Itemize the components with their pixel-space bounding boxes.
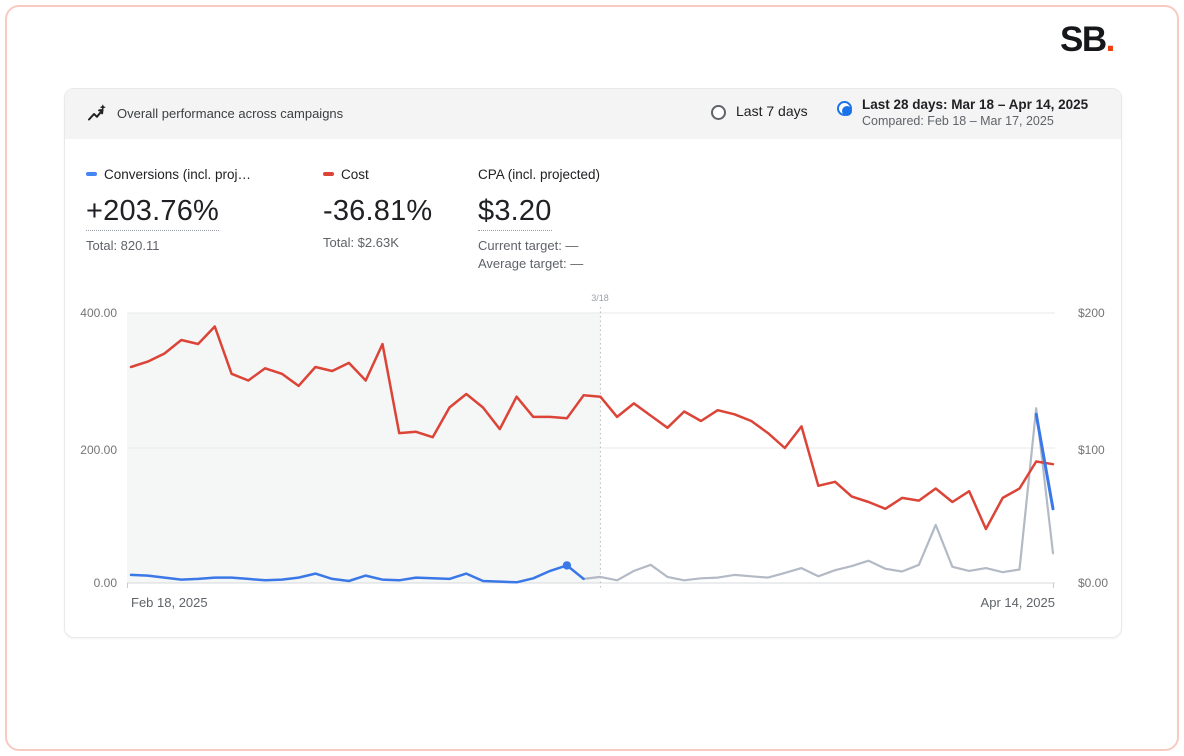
metric-cpa[interactable]: CPA (incl. projected) $3.20 Current targ…: [478, 166, 698, 271]
left-axis-tick-200: 200.00: [80, 443, 117, 457]
divider-date-label: 3/18: [591, 293, 609, 303]
metric-conversions-value: +203.76%: [86, 195, 220, 231]
conversions-series-marker-icon: [86, 172, 97, 176]
radio-unchecked-icon[interactable]: [711, 105, 726, 120]
series-conversions-comparison-endpoint-dot: [562, 561, 572, 570]
metric-conversions-total: Total: 820.11: [86, 238, 160, 253]
card-title: Overall performance across campaigns: [117, 106, 344, 121]
right-axis-tick-200: $200: [1078, 306, 1105, 320]
right-axis-tick-0: $0.00: [1078, 576, 1109, 590]
performance-chart[interactable]: [64, 293, 1122, 623]
metric-cpa-current-target: Current target: —: [478, 238, 579, 253]
left-axis-tick-0: 0.00: [93, 576, 117, 590]
logo-dot: .: [1105, 20, 1116, 59]
insights-icon: [88, 104, 106, 121]
cost-series-marker-icon: [323, 172, 334, 176]
x-axis-start-date: Feb 18, 2025: [131, 595, 208, 610]
card-header: Overall performance across campaigns Las…: [65, 89, 1121, 139]
metric-cpa-head: CPA (incl. projected): [478, 166, 698, 182]
metric-cost-total: Total: $2.63K: [323, 235, 399, 250]
series-conversions-comparison: [129, 564, 585, 584]
metric-conversions[interactable]: Conversions (incl. proj… +203.76% Total:…: [86, 166, 306, 253]
compared-range-label: Compared: Feb 18 – Mar 17, 2025: [862, 114, 1054, 128]
logo: SB.: [1060, 20, 1115, 60]
logo-text: SB: [1060, 20, 1107, 59]
radio-last-7-days-label: Last 7 days: [736, 103, 808, 119]
metric-conversions-head: Conversions (incl. proj…: [86, 166, 306, 182]
metric-cost-value: -36.81%: [323, 195, 433, 227]
metric-cpa-average-target: Average target: —: [478, 256, 584, 271]
radio-last-28-days[interactable]: Last 28 days: Mar 18 – Apr 14, 2025 Comp…: [837, 97, 1088, 128]
metric-cpa-label: CPA (incl. projected): [478, 166, 601, 182]
series-conversions-current: [582, 407, 1055, 582]
radio-checked-icon[interactable]: [837, 101, 852, 116]
metric-conversions-label: Conversions (incl. proj…: [104, 166, 252, 182]
radio-last-28-days-label: Last 28 days: Mar 18 – Apr 14, 2025: [862, 97, 1089, 112]
metric-cost-head: Cost: [323, 166, 473, 182]
left-axis-tick-400: 400.00: [80, 306, 117, 320]
metric-cpa-value: $3.20: [478, 195, 552, 231]
radio-last-7-days[interactable]: Last 7 days: [711, 103, 808, 120]
series-conversions-projected: [1034, 412, 1055, 511]
metric-cost-label: Cost: [341, 166, 369, 182]
right-axis-tick-100: $100: [1078, 443, 1105, 457]
x-axis-end-date: Apr 14, 2025: [980, 595, 1055, 610]
metric-cost[interactable]: Cost -36.81% Total: $2.63K: [323, 166, 473, 250]
series-cost: [129, 325, 1055, 531]
